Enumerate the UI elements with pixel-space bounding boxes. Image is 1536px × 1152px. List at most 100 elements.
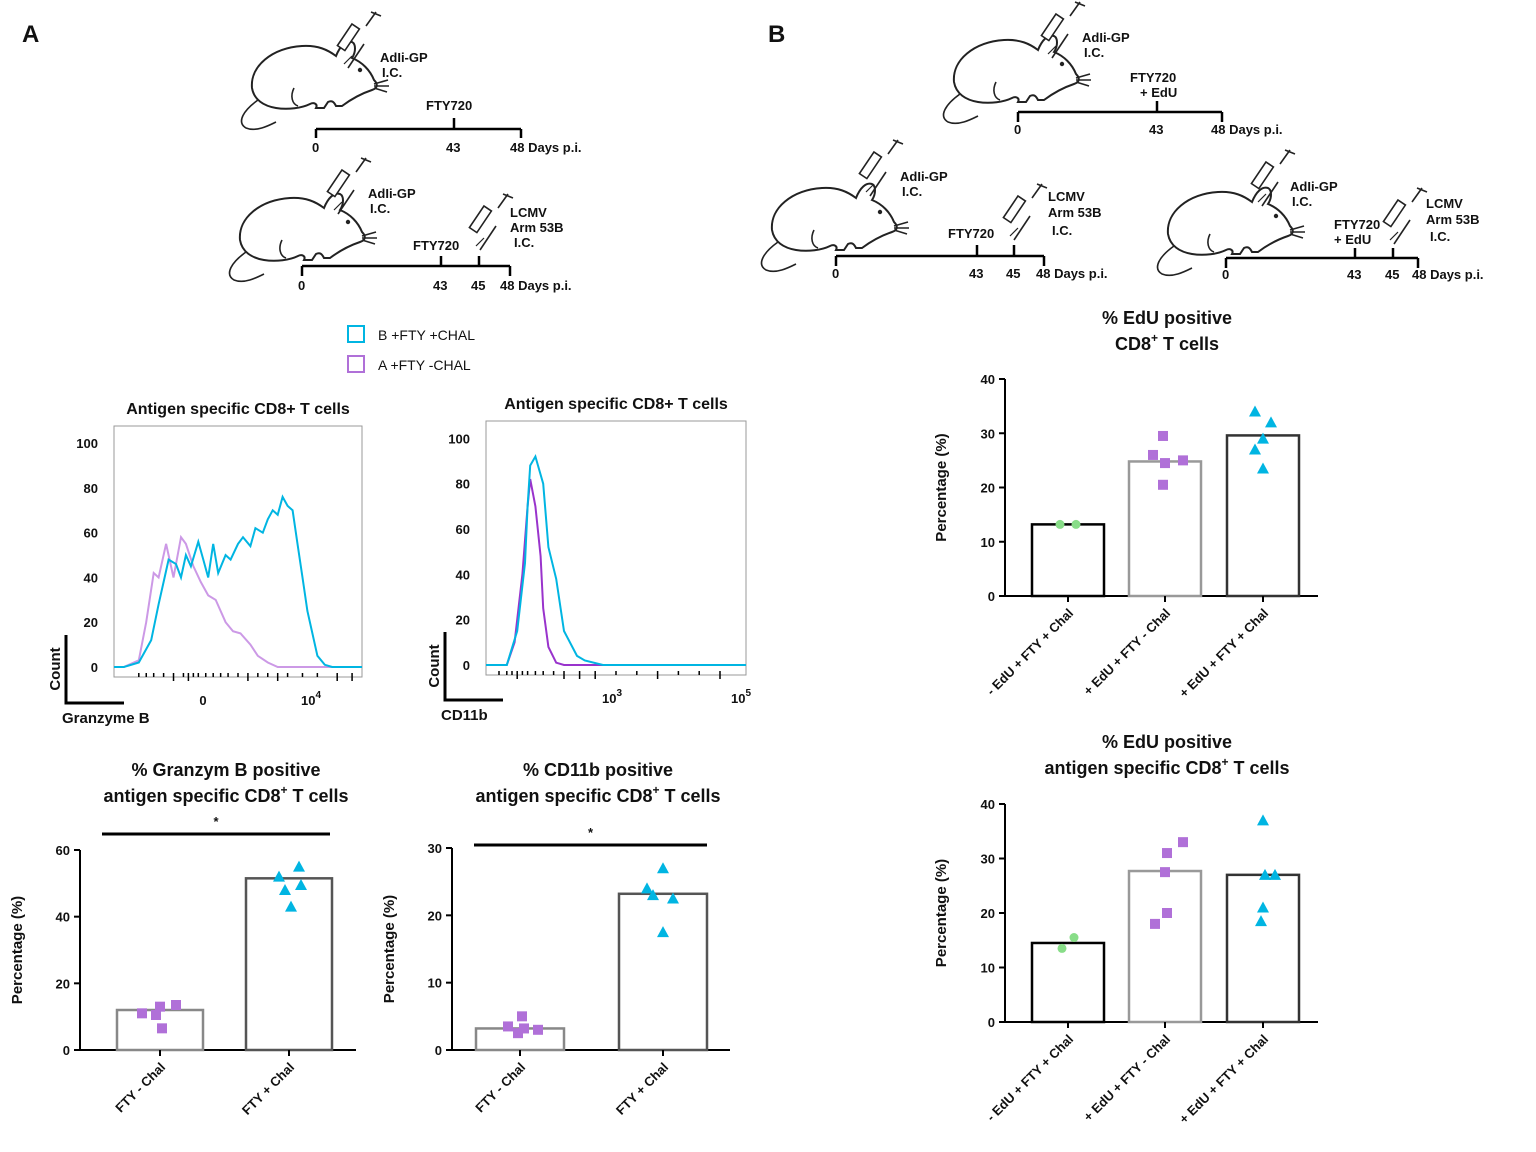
data-point-circle xyxy=(1055,519,1065,529)
category-label: + EdU + FTY - Chal xyxy=(1080,606,1173,699)
axis-corner xyxy=(443,632,503,702)
tl-tick: 45 xyxy=(1385,267,1399,282)
sched-mid: FTY720 xyxy=(426,98,472,113)
bar xyxy=(617,892,709,1052)
data-point-square xyxy=(1148,449,1158,460)
legend: B +FTY +CHAL A +FTY -CHAL xyxy=(347,325,475,373)
legend-swatch-chal xyxy=(347,325,365,343)
schedule-a2: AdIi-GP I.C. LCMV Arm 53B I.C. FTY720 0 … xyxy=(228,157,572,293)
sched-mid: FTY720 xyxy=(1334,217,1380,232)
histogram-series-line xyxy=(486,453,746,666)
data-point-triangle xyxy=(1249,405,1261,417)
data-point-square xyxy=(519,1023,529,1034)
y-tick-label: 10 xyxy=(428,976,442,991)
bar-chart-cd11b: % CD11b positive antigen specific CD8+ T … xyxy=(381,760,730,1118)
y-tick-label: 40 xyxy=(56,910,70,925)
significance-marker: * xyxy=(213,814,219,829)
sched-challenge: LCMV xyxy=(1048,189,1085,204)
bar xyxy=(244,877,334,1052)
data-point-square xyxy=(1162,908,1172,918)
y-tick-label: 20 xyxy=(428,908,442,923)
syringe-icon xyxy=(1002,183,1048,241)
tl-tick: 48 Days p.i. xyxy=(510,140,582,155)
legend-label-chal: B +FTY +CHAL xyxy=(378,327,475,343)
syringe-icon xyxy=(468,193,514,251)
data-point-triangle xyxy=(1255,915,1267,927)
legend-swatch-no-chal xyxy=(347,355,365,373)
tl-tick: 43 xyxy=(446,140,460,155)
tl-tick: 43 xyxy=(433,278,447,293)
data-point-square xyxy=(1160,867,1170,878)
x-axis-label: CD11b xyxy=(441,707,488,724)
chart-title: % CD11b positive xyxy=(523,760,673,780)
category-label: + EdU + FTY + Chal xyxy=(1176,1032,1271,1127)
schedule-b3: AdIi-GP I.C. LCMV Arm 53B I.C. FTY720 + … xyxy=(1156,149,1484,282)
syringe-icon xyxy=(1382,187,1428,245)
chart-subtitle: CD8+ T cells xyxy=(1115,331,1219,354)
y-tick-label: 20 xyxy=(981,906,995,921)
tl-tick: 43 xyxy=(969,266,983,281)
bar xyxy=(1127,869,1203,1024)
y-tick-label: 80 xyxy=(456,477,470,492)
tl-tick: 43 xyxy=(1347,267,1361,282)
chart-title: % EdU positive xyxy=(1102,308,1232,328)
y-tick-label: 40 xyxy=(981,797,995,812)
sched-challenge: LCMV xyxy=(510,205,547,220)
data-point-triangle xyxy=(667,892,679,904)
tl-tick: 45 xyxy=(471,278,485,293)
sched-challenge: Arm 53B xyxy=(1048,205,1101,220)
data-point-triangle xyxy=(273,870,285,882)
sched-route: I.C. xyxy=(382,65,402,80)
data-point-triangle xyxy=(293,860,305,872)
data-point-circle xyxy=(1071,519,1081,529)
tl-tick: 0 xyxy=(832,266,839,281)
sched-challenge: I.C. xyxy=(1430,229,1450,244)
y-tick-label: 60 xyxy=(56,843,70,858)
schedule-a1: AdIi-GP I.C. FTY720 0 43 48 Days p.i. xyxy=(240,11,582,155)
category-label: + EdU + FTY - Chal xyxy=(1080,1032,1173,1125)
histogram-series-line xyxy=(486,478,746,666)
data-point-square xyxy=(171,1000,181,1010)
histogram-series-line xyxy=(114,494,362,668)
bar xyxy=(1030,523,1106,598)
data-point-square xyxy=(533,1024,543,1035)
x-tick-label: 0 xyxy=(199,693,206,708)
y-tick-label: 60 xyxy=(84,526,98,541)
data-point-triangle xyxy=(1249,443,1261,455)
sched-mid: FTY720 xyxy=(413,238,459,253)
sched-drug: AdIi-GP xyxy=(900,169,948,184)
sched-mid: FTY720 xyxy=(948,226,994,241)
panel-letter-a: A xyxy=(22,21,39,48)
data-point-square xyxy=(157,1023,167,1034)
bar xyxy=(1030,941,1106,1024)
y-tick-label: 0 xyxy=(463,658,470,673)
tl-tick: 0 xyxy=(1014,122,1021,137)
tl-tick: 48 Days p.i. xyxy=(1412,267,1484,282)
sched-challenge: I.C. xyxy=(514,235,534,250)
category-label: FTY - Chal xyxy=(112,1060,168,1116)
mouse-illustration xyxy=(1156,186,1306,277)
sched-challenge: I.C. xyxy=(1052,223,1072,238)
chart-title: % EdU positive xyxy=(1102,732,1232,752)
chart-title: Antigen specific CD8+ T cells xyxy=(504,396,728,413)
data-point-triangle xyxy=(1257,814,1269,826)
data-point-triangle xyxy=(1259,868,1271,880)
bar xyxy=(1225,434,1301,598)
y-tick-label: 20 xyxy=(981,481,995,496)
y-tick-label: 0 xyxy=(91,660,98,675)
y-axis-label: Percentage (%) xyxy=(933,859,950,967)
y-tick-label: 20 xyxy=(56,976,70,991)
y-tick-label: 10 xyxy=(981,535,995,550)
data-point-triangle xyxy=(279,884,291,895)
category-label: FTY + Chal xyxy=(613,1060,671,1118)
y-tick-label: 80 xyxy=(84,481,98,496)
x-tick-label: 104 xyxy=(301,690,321,708)
schedule-b2: AdIi-GP I.C. LCMV Arm 53B I.C. FTY720 0 … xyxy=(760,139,1108,281)
data-point-triangle xyxy=(647,889,659,901)
data-point-square xyxy=(151,1010,161,1020)
category-label: + EdU + FTY + Chal xyxy=(1176,606,1271,701)
sched-route: I.C. xyxy=(370,201,390,216)
schedule-b1: AdIi-GP I.C. FTY720 + EdU 0 43 48 Days p… xyxy=(942,1,1283,137)
data-point-square xyxy=(513,1028,523,1039)
